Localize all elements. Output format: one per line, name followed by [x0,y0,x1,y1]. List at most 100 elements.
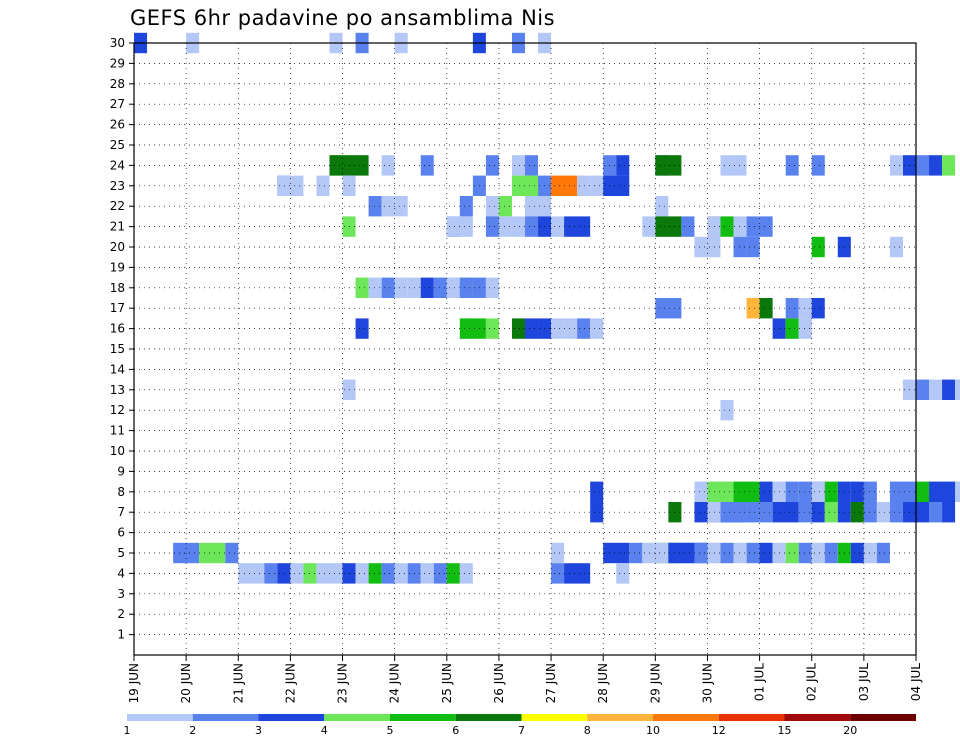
colorbar-label: 2 [189,724,196,737]
heatmap-cell [551,318,565,339]
colorbar-swatch [850,714,916,721]
y-tick-label: 19 [110,260,125,274]
heatmap-cell [420,563,434,584]
x-tick-label: 27 JUN [544,663,558,703]
heatmap-cell [511,216,525,237]
y-tick-label: 12 [110,403,125,417]
heatmap-cell [889,481,916,502]
heatmap-cell [916,155,930,176]
heatmap-cell [707,216,721,237]
heatmap-cell [746,298,760,319]
heatmap-cell [642,542,656,564]
heatmap-cell [655,216,682,237]
colorbar-swatch [653,714,719,721]
heatmap-cell [355,563,369,584]
y-tick-label: 6 [117,526,125,540]
heatmap-cell [511,155,525,176]
heatmap-cell [850,502,864,523]
heatmap-cell [811,298,825,319]
x-tick-label: 02 JUL [805,663,819,701]
heatmap-cell [394,563,408,584]
x-tick-label: 19 JUN [127,663,141,703]
heatmap-cell [564,563,591,584]
heatmap-cell [368,277,382,298]
colorbar-label: 1 [124,724,131,737]
colorbar-label: 15 [778,724,792,737]
heatmap-cell [459,563,473,584]
heatmap-cell [668,542,695,564]
y-tick-label: 13 [110,383,125,397]
heatmap-cell [955,379,960,400]
heatmap-cell [785,318,799,339]
heatmap-cell [720,400,734,421]
heatmap-cell [277,175,304,196]
y-tick-label: 1 [117,628,125,642]
x-tick-label: 24 JUN [388,663,402,703]
heatmap-cell [642,216,656,237]
heatmap-cell [316,563,330,584]
y-tick-label: 24 [110,158,125,172]
y-tick-label: 15 [110,342,125,356]
heatmap-cell [381,563,395,584]
y-tick-label: 17 [110,301,125,315]
colorbar-swatch [784,714,851,721]
heatmap-cell [720,216,734,237]
colorbar-swatch [192,714,259,721]
colorbar-label: 5 [387,724,394,737]
colorbar-label: 3 [255,724,262,737]
heatmap-cell [889,155,903,176]
y-tick-label: 4 [117,566,125,580]
y-tick-label: 22 [110,199,125,213]
heatmap-cell [433,277,447,298]
y-tick-label: 26 [110,118,125,132]
heatmap-cell [863,502,877,523]
heatmap-cell [603,175,630,196]
y-tick-label: 2 [117,607,125,621]
colorbar-label: 20 [843,724,857,737]
heatmap-cell [720,502,734,523]
heatmap-cell [551,216,565,237]
heatmap-cell [759,542,773,564]
heatmap-cell [942,155,956,176]
colorbar-swatch [324,714,390,721]
heatmap-cell [277,563,291,584]
heatmap-cell [590,175,604,196]
heatmap-cell [446,563,460,584]
heatmap-cell [681,216,695,237]
colorbar-swatch [521,714,588,721]
colorbar-swatch [390,714,456,721]
heatmap-cell [368,563,382,584]
y-tick-label: 28 [110,77,125,91]
heatmap-cell [707,502,721,523]
y-tick-label: 5 [117,546,125,560]
heatmap-cell [355,277,369,298]
heatmap-cell [929,155,943,176]
heatmap-cell [238,563,265,584]
heatmap-cell [564,216,591,237]
heatmap-cell [707,542,721,564]
heatmap-cell [929,481,956,502]
x-tick-label: 21 JUN [231,663,245,703]
heatmap-cell [511,175,539,196]
heatmap-cell [577,175,591,196]
heatmap-cell [759,298,773,319]
y-tick-label: 27 [110,97,125,111]
y-tick-label: 29 [110,56,125,70]
heatmap-cell [798,502,812,523]
y-tick-label: 30 [110,36,125,50]
x-tick-label: 26 JUN [492,663,506,703]
heatmap-cell [889,502,903,523]
heatmap-cell [459,318,486,339]
colorbar-label: 4 [321,724,328,737]
colorbar-label: 10 [646,724,660,737]
heatmap-cell [433,563,447,584]
heatmap-cell [485,318,499,339]
colorbar-swatch [258,714,325,721]
heatmap-cell [694,542,708,564]
heatmap-cell [811,236,825,258]
heatmap-cell [459,196,473,217]
heatmap-cell [759,216,773,237]
heatmap-cell [772,502,799,523]
x-tick-label: 20 JUN [179,663,193,703]
